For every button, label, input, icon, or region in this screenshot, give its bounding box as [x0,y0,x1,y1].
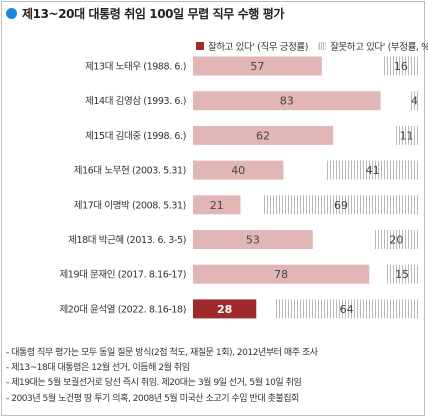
bar-negative [274,299,419,319]
footnote: - 2003년 5월 노건평 땅 투기 의혹, 2008년 5월 미국산 소고기… [6,393,299,404]
category-label: 제19대 문재인 (2017. 8.16-17) [59,270,186,281]
category-label: 제17대 이명박 (2008. 5.31) [74,200,186,211]
bar-positive [193,125,334,145]
bar-positive [193,91,381,111]
category-label: 제16대 노무현 (2003. 5.31) [74,166,186,177]
data-label-negative: 20 [389,234,403,247]
category-label: 제20대 윤석열 (2022. 8.16-18) [59,304,186,315]
bar-positive [193,230,313,249]
bar-negative [263,195,419,215]
category-label: 제15대 김대중 (1998. 6.) [85,130,186,142]
data-label-negative: 11 [400,129,414,142]
data-label-positive: 78 [274,268,288,281]
data-label-positive: 53 [246,234,260,247]
footnote: - 대통령 직무 평가는 모두 동일 질문 방식(2점 척도, 재질문 1회),… [6,348,318,358]
legend-item-negative: 잘못하고 있다' (부정률, %) [318,39,428,53]
legend-label-negative: 잘못하고 있다' (부정률, %) [330,42,428,53]
category-label: 제13대 노태우 (1988. 6.) [85,62,186,73]
footnote: - 제19대는 5월 보궐선거로 당선 즉시 취임. 제20대는 3월 9일 선… [6,378,302,389]
chart-title: 제13~20대 대통령 취임 100일 무렵 직무 수행 평가 [22,6,284,21]
bar-positive [193,299,257,319]
data-label-positive: 40 [231,164,245,177]
data-label-negative: 69 [334,199,348,212]
data-label-positive: 83 [280,95,294,108]
data-label-negative: 64 [340,303,354,316]
title-row: 제13~20대 대통령 취임 100일 무렵 직무 수행 평가 [6,4,284,22]
bar-positive [193,195,241,215]
footnote: - 제13~18대 대통령은 12월 선거, 이듬해 2월 취임 [6,363,190,374]
legend: 잘하고 있다' (직무 긍정률) 잘못하고 있다' (부정률, %) [196,39,428,53]
bar-negative [326,160,419,180]
category-label: 제14대 김영삼 (1993. 6.) [85,95,186,107]
legend-label-positive: 잘하고 있다' (직무 긍정률) [208,42,309,53]
title-bullet-icon [6,7,17,19]
data-label-positive: 57 [250,60,264,73]
data-label-negative: 4 [411,95,418,108]
data-label-positive: 62 [256,129,270,142]
footnotes: - 대통령 직무 평가는 모두 동일 질문 방식(2점 척도, 재질문 1회),… [6,346,318,407]
bar-positive [193,160,284,180]
bar-negative [382,56,419,76]
data-label-negative: 16 [394,60,408,73]
bar-negative [409,91,419,111]
category-label: 제18대 박근혜 (2013. 6. 3-5) [68,234,186,246]
bar-positive [193,264,370,284]
bar-negative [394,125,419,145]
legend-swatch-positive [196,42,204,50]
data-label-positive: 28 [217,303,232,316]
bar-negative [385,264,419,284]
legend-item-positive: 잘하고 있다' (직무 긍정률) [196,39,308,53]
bar-positive [193,56,322,76]
data-label-negative: 15 [395,268,409,281]
bar-negative [373,230,419,249]
legend-swatch-negative [318,42,327,50]
data-label-negative: 41 [366,164,380,177]
data-label-positive: 21 [210,199,224,212]
